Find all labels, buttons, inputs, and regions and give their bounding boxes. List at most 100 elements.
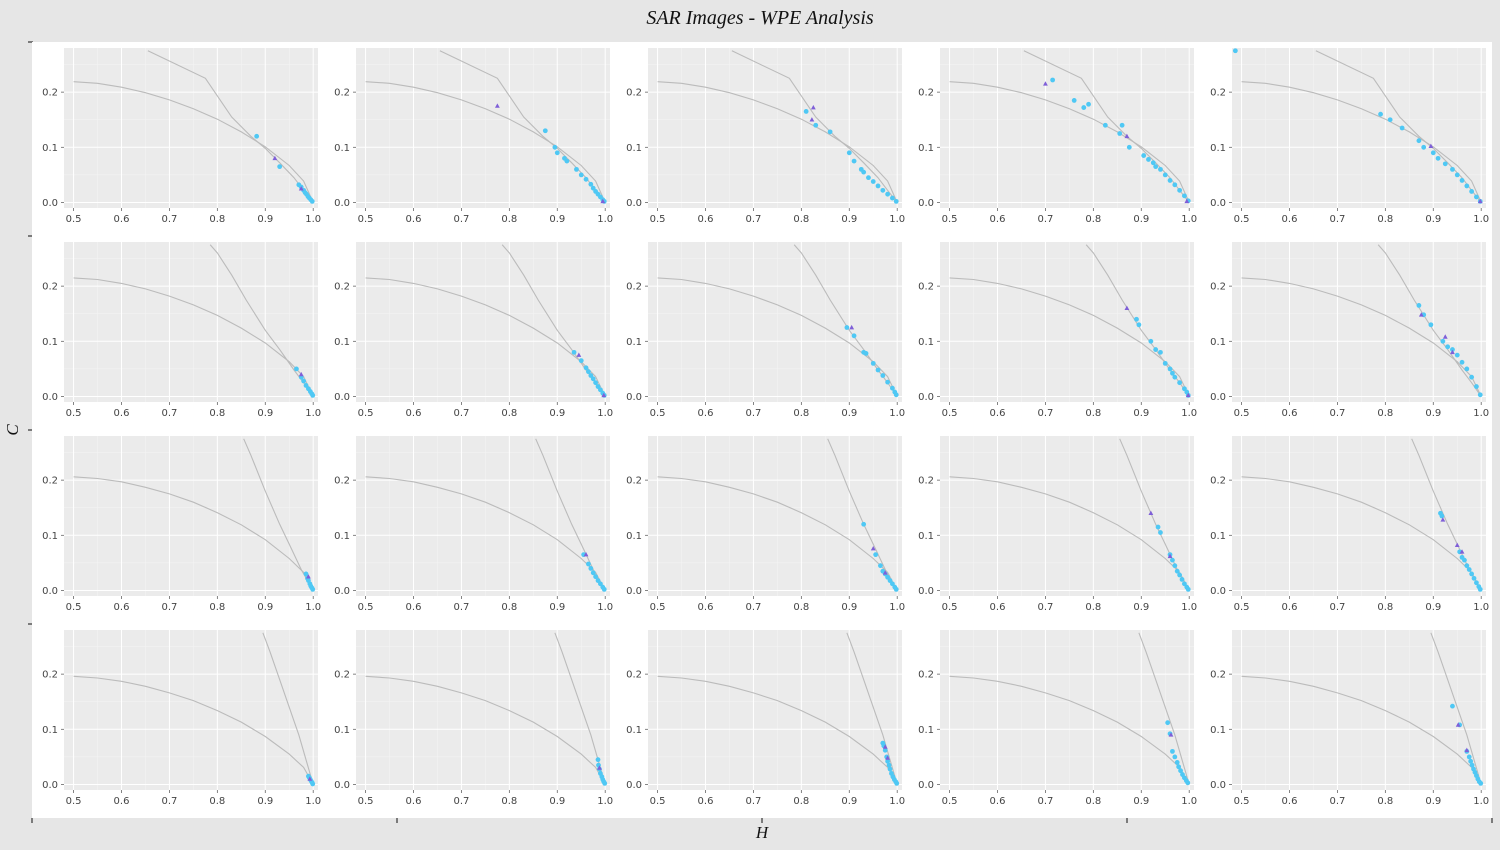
data-point-circle [882, 747, 888, 753]
data-point-triangle [1185, 392, 1191, 398]
x-tick-label: 0.7 [745, 214, 761, 225]
upper-boundary-curve [1430, 632, 1482, 785]
data-point-circle [564, 158, 570, 164]
x-tick-label: 0.5 [66, 602, 82, 613]
data-point-circle [277, 164, 283, 170]
data-point-circle [1232, 48, 1238, 54]
data-point-circle [1158, 349, 1163, 355]
data-point-triangle [306, 574, 311, 579]
data-point-circle [588, 566, 594, 571]
y-tick-label: 0.1 [626, 531, 642, 542]
x-tick-label: 0.9 [841, 602, 857, 613]
y-tick-label: 0.2 [42, 670, 58, 681]
data-point-circle [1153, 164, 1159, 170]
x-tick-label: 0.7 [453, 408, 469, 419]
lower-boundary-curve [1241, 476, 1482, 591]
data-point-circle [1167, 178, 1173, 183]
x-tick-label: 0.8 [1377, 602, 1393, 613]
x-tick-label: 0.9 [549, 602, 565, 613]
x-tick-label: 0.9 [257, 796, 273, 807]
plot-area [940, 630, 1194, 790]
x-tick-label: 0.8 [501, 602, 517, 613]
y-tick-label: 0.0 [1210, 392, 1226, 403]
data-point-circle [844, 325, 850, 330]
data-point-circle [1134, 316, 1139, 322]
data-point-circle [586, 561, 591, 567]
x-tick-label: 0.7 [1037, 214, 1053, 225]
y-tick-label: 0.2 [626, 476, 642, 487]
x-tick-label: 0.9 [549, 408, 565, 419]
data-point-circle [1474, 580, 1479, 586]
data-point-circle [254, 133, 260, 139]
x-tick-label: 0.8 [1377, 408, 1393, 419]
data-point-triangle [1454, 542, 1460, 548]
panel-r4-c4: 0.5 0.6 0.7 0.8 0.9 1.0 0.0 0.1 0.2 [908, 624, 1200, 818]
data-point-circle [885, 758, 891, 764]
x-tick-label: 0.7 [161, 796, 177, 807]
data-point-circle [1185, 780, 1191, 786]
data-point-circle [1158, 166, 1163, 172]
data-point-circle [1167, 366, 1173, 372]
data-point-circle [1471, 575, 1477, 581]
x-tick-label: 0.9 [841, 408, 857, 419]
x-tick-label: 0.6 [114, 796, 130, 807]
panel-r4-c1: 0.5 0.6 0.7 0.8 0.9 1.0 0.0 0.1 0.2 [32, 624, 324, 818]
y-tick-label: 0.2 [42, 282, 58, 293]
y-tick-label: 0.1 [42, 143, 58, 154]
data-point-circle [601, 586, 607, 592]
x-tick-label: 0.5 [66, 214, 82, 225]
data-point-triangle [1459, 549, 1465, 554]
x-tick-label: 1.0 [1473, 602, 1489, 613]
data-point-circle [1416, 138, 1422, 144]
data-point-circle [1435, 155, 1441, 161]
lower-boundary-curve [1241, 277, 1482, 397]
data-point-circle [578, 358, 584, 364]
x-tick-label: 0.5 [1234, 796, 1250, 807]
data-point-circle [1399, 125, 1405, 131]
x-tick-label: 0.6 [698, 408, 714, 419]
x-tick-label: 1.0 [1181, 214, 1197, 225]
figure-title: SAR Images - WPE Analysis [646, 7, 874, 29]
data-point-circle [1177, 187, 1183, 193]
plot-area [648, 630, 902, 790]
panel-r4-c5: 0.5 0.6 0.7 0.8 0.9 1.0 0.0 0.1 0.2 [1200, 624, 1492, 818]
x-tick-label: 0.6 [406, 796, 422, 807]
y-axis-title: C [3, 424, 22, 436]
data-point-triangle [1477, 198, 1483, 204]
data-point-triangle [1455, 722, 1461, 727]
y-tick-label: 0.0 [42, 198, 58, 209]
data-point-circle [1102, 122, 1108, 128]
data-point-circle [301, 378, 307, 384]
data-point-triangle [494, 103, 500, 108]
data-point-circle [887, 578, 893, 583]
plot-area [648, 48, 902, 208]
data-point-circle [590, 185, 596, 191]
x-tick-label: 1.0 [1473, 408, 1489, 419]
x-tick-label: 1.0 [1181, 796, 1197, 807]
data-point-circle [880, 373, 886, 378]
data-point-circle [1150, 160, 1156, 166]
plot-area [64, 630, 318, 790]
data-point-circle [886, 762, 892, 768]
data-point-circle [1478, 780, 1484, 786]
data-point-triangle [1440, 517, 1446, 522]
x-tick-label: 0.9 [257, 214, 273, 225]
x-tick-label: 0.8 [1085, 602, 1101, 613]
plot-area [356, 48, 610, 208]
x-tick-label: 0.7 [1037, 408, 1053, 419]
data-point-circle [1454, 352, 1460, 358]
data-point-circle [1477, 586, 1483, 592]
data-point-circle [1459, 359, 1465, 365]
data-point-circle [303, 571, 309, 577]
x-tick-label: 0.6 [1282, 796, 1298, 807]
data-point-triangle [1148, 510, 1154, 516]
data-point-circle [1176, 764, 1182, 770]
data-point-circle [1450, 347, 1455, 352]
data-point-triangle [1124, 305, 1130, 311]
y-tick-label: 0.0 [1210, 586, 1226, 597]
plot-area [940, 436, 1194, 596]
x-tick-label: 0.8 [1085, 214, 1101, 225]
data-point-triangle [849, 324, 855, 330]
data-point-circle [1172, 374, 1178, 380]
data-point-triangle [809, 117, 815, 122]
